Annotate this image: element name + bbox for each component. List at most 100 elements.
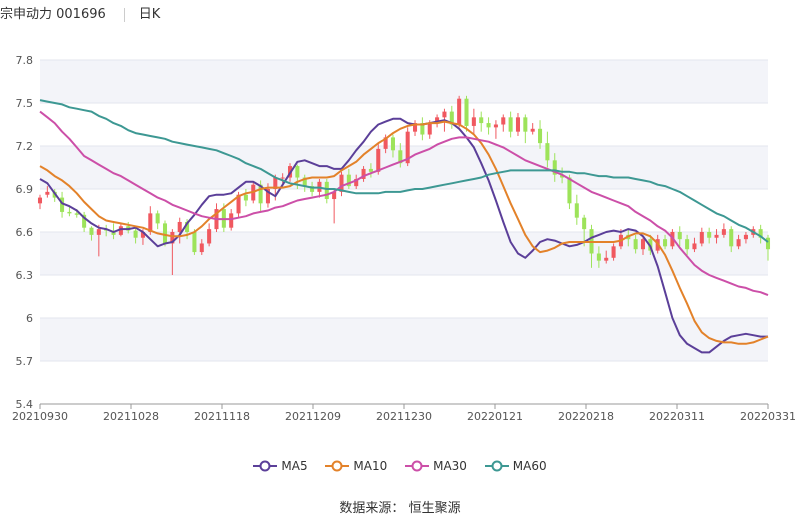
candle-body	[376, 148, 381, 172]
candle-body	[310, 186, 315, 192]
candle-body	[729, 229, 734, 247]
candle-body	[560, 174, 565, 178]
candle-body	[633, 239, 638, 250]
legend-marker-ma10	[325, 460, 350, 472]
candle-body	[685, 239, 690, 250]
candle-body	[515, 117, 521, 132]
candle-body	[177, 221, 182, 232]
chart-header: 宗申动力 001696 日K	[0, 3, 160, 22]
candle-body	[265, 189, 270, 204]
candle-body	[582, 217, 587, 230]
candle-body	[508, 117, 513, 132]
candle-body	[479, 117, 484, 124]
legend-label-ma30: MA30	[433, 459, 467, 473]
candle-body	[67, 211, 72, 214]
candle-body	[273, 177, 278, 189]
candle-body	[663, 239, 668, 247]
candle-body	[552, 160, 557, 175]
candle-body	[758, 229, 763, 238]
candle-body	[413, 123, 418, 132]
candle-body	[148, 213, 153, 232]
candle-body	[133, 230, 138, 238]
candle-body	[493, 124, 498, 128]
chart-legend: MA5 MA10 MA30 MA60	[0, 459, 800, 475]
candle-body	[596, 253, 601, 261]
candle-body	[545, 143, 550, 161]
candle-body	[574, 203, 579, 218]
candle-body	[74, 213, 79, 215]
candle-body	[611, 246, 616, 258]
candle-body	[243, 194, 248, 201]
ma-line-ma10	[39, 120, 769, 345]
candle-body	[60, 197, 65, 212]
candle-body	[721, 229, 726, 235]
candle-body	[743, 234, 748, 240]
header-divider	[123, 7, 125, 22]
candle-body	[523, 117, 528, 132]
candle-body	[398, 150, 403, 164]
x-tick-label: 20211230	[376, 410, 432, 423]
candle-body	[464, 98, 469, 126]
legend-item-ma10[interactable]: MA10	[325, 459, 387, 473]
x-tick-label: 20210930	[12, 410, 68, 423]
legend-item-ma30[interactable]: MA30	[405, 459, 467, 473]
candle-body	[258, 184, 263, 204]
candle-body	[435, 117, 440, 124]
legend-item-ma60[interactable]: MA60	[484, 459, 547, 473]
candle-body	[37, 197, 43, 204]
legend-marker-ma30	[405, 460, 430, 472]
legend-marker-ma60	[484, 460, 509, 472]
y-tick-label: 6.9	[16, 183, 34, 196]
candle-body	[390, 137, 395, 151]
candle-body	[45, 191, 50, 195]
x-tick-label: 20211028	[103, 410, 159, 423]
candle-body	[82, 214, 87, 228]
candle-body	[295, 166, 300, 178]
candle-body	[236, 194, 241, 214]
candle-body	[677, 232, 682, 240]
x-tick-label: 20211118	[194, 410, 250, 423]
candle-body	[368, 168, 373, 172]
candle-body	[118, 226, 123, 235]
grid-band	[40, 318, 768, 361]
candle-body	[486, 123, 491, 128]
source-label: 数据来源：	[339, 501, 405, 516]
candle-body	[324, 181, 329, 200]
candle-body	[442, 111, 447, 118]
y-tick-label: 6.3	[16, 269, 34, 282]
legend-label-ma10: MA10	[353, 459, 388, 473]
candle-body	[530, 128, 535, 132]
y-tick-label: 7.8	[16, 54, 34, 67]
grid-band	[40, 60, 768, 103]
candle-body	[471, 117, 476, 126]
y-tick-label: 7.5	[16, 97, 34, 110]
x-tick-label: 20220121	[467, 410, 523, 423]
candle-body	[707, 232, 712, 238]
legend-label-ma5: MA5	[281, 459, 308, 473]
candle-body	[420, 123, 425, 135]
candle-body	[170, 232, 175, 244]
legend-marker-ma5	[253, 460, 278, 472]
candle-body	[714, 234, 719, 238]
candle-body	[229, 213, 234, 228]
candle-body	[89, 227, 94, 235]
data-source: 数据来源： 恒生聚源	[0, 497, 800, 516]
ma-line-ma30	[39, 110, 769, 297]
candle-body	[339, 174, 344, 192]
candle-body	[405, 131, 410, 164]
candle-body	[692, 243, 697, 250]
candle-body	[155, 213, 160, 224]
candle-body	[457, 98, 462, 125]
legend-item-ma5[interactable]: MA5	[253, 459, 308, 473]
candle-body	[280, 177, 285, 179]
x-tick-label: 20211209	[285, 410, 341, 423]
ma-line-ma60	[39, 99, 769, 243]
candle-body	[207, 229, 212, 244]
candle-body	[383, 137, 388, 149]
y-tick-label: 5.4	[16, 398, 34, 411]
legend-label-ma60: MA60	[512, 459, 547, 473]
ma-line-ma5	[39, 117, 768, 354]
candle-body	[538, 128, 543, 144]
candle-body	[302, 177, 307, 187]
candle-body	[765, 237, 771, 250]
